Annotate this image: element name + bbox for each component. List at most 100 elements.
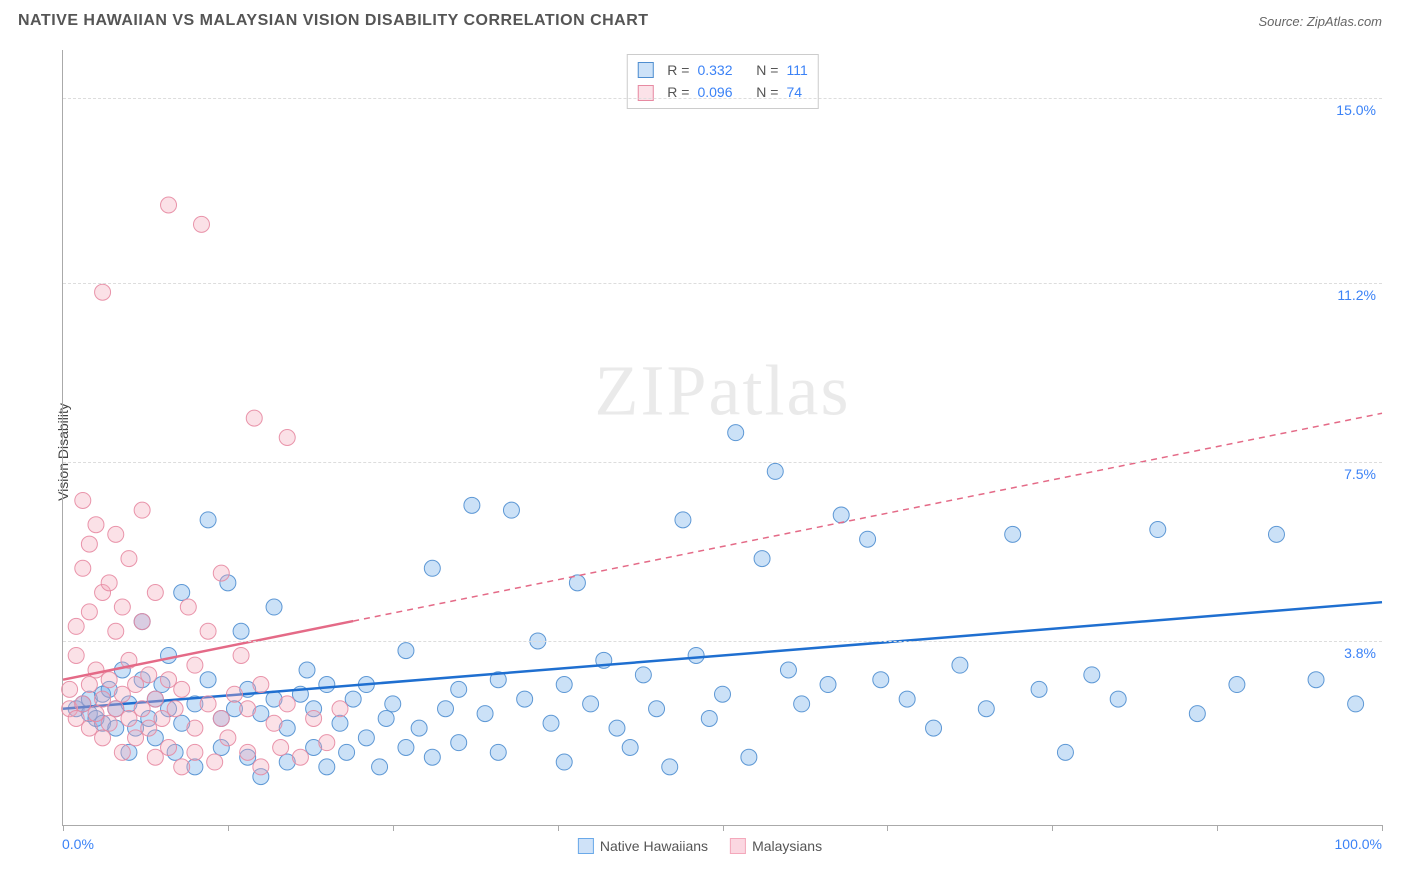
data-point [273, 740, 289, 756]
data-point [926, 720, 942, 736]
data-point [101, 672, 117, 688]
data-point [253, 677, 269, 693]
data-point [411, 720, 427, 736]
data-point [1229, 677, 1245, 693]
data-point [161, 197, 177, 213]
data-point [68, 710, 84, 726]
data-point [780, 662, 796, 678]
data-point [108, 701, 124, 717]
data-point [556, 754, 572, 770]
data-point [767, 463, 783, 479]
data-point [715, 686, 731, 702]
legend-item: Native Hawaiians [578, 838, 708, 854]
data-point [1084, 667, 1100, 683]
x-tick [1052, 825, 1053, 831]
chart-area: Vision Disability ZIPatlas R = 0.332 N =… [18, 50, 1382, 854]
data-point [161, 740, 177, 756]
x-min-label: 0.0% [62, 836, 94, 852]
x-tick [887, 825, 888, 831]
data-point [358, 730, 374, 746]
data-point [1110, 691, 1126, 707]
data-point [121, 551, 137, 567]
data-point [187, 720, 203, 736]
source-label: Source: ZipAtlas.com [1258, 14, 1382, 29]
data-point [253, 759, 269, 775]
data-point [635, 667, 651, 683]
data-point [279, 696, 295, 712]
data-point [1005, 526, 1021, 542]
data-point [820, 677, 836, 693]
x-tick [1217, 825, 1218, 831]
data-point [319, 677, 335, 693]
data-point [292, 749, 308, 765]
x-tick [393, 825, 394, 831]
data-point [438, 701, 454, 717]
data-point [490, 744, 506, 760]
data-point [424, 560, 440, 576]
y-tick-label: 7.5% [1344, 466, 1376, 482]
data-point [246, 410, 262, 426]
data-point [154, 710, 170, 726]
data-point [1348, 696, 1364, 712]
data-point [114, 686, 130, 702]
data-point [701, 710, 717, 726]
data-point [451, 681, 467, 697]
data-point [675, 512, 691, 528]
data-point [464, 497, 480, 513]
data-point [88, 706, 104, 722]
data-point [220, 730, 236, 746]
data-point [88, 517, 104, 533]
data-point [978, 701, 994, 717]
data-point [233, 623, 249, 639]
data-point [167, 701, 183, 717]
chart-title: NATIVE HAWAIIAN VS MALAYSIAN VISION DISA… [18, 12, 649, 30]
data-point [688, 647, 704, 663]
data-point [240, 701, 256, 717]
data-point [477, 706, 493, 722]
data-point [299, 662, 315, 678]
data-point [583, 696, 599, 712]
data-point [306, 710, 322, 726]
data-point [180, 599, 196, 615]
data-point [424, 749, 440, 765]
data-point [319, 735, 335, 751]
data-point [233, 647, 249, 663]
data-point [279, 430, 295, 446]
data-point [174, 681, 190, 697]
x-tick [558, 825, 559, 831]
plot-svg [63, 50, 1382, 825]
gridline [63, 641, 1382, 642]
data-point [398, 740, 414, 756]
legend-item: Malaysians [730, 838, 822, 854]
data-point [385, 696, 401, 712]
data-point [95, 691, 111, 707]
data-point [193, 216, 209, 232]
series-legend: Native Hawaiians Malaysians [578, 838, 822, 854]
data-point [81, 720, 97, 736]
data-point [517, 691, 533, 707]
data-point [174, 585, 190, 601]
legend-swatch [578, 838, 594, 854]
data-point [543, 715, 559, 731]
data-point [200, 512, 216, 528]
data-point [1308, 672, 1324, 688]
data-point [1057, 744, 1073, 760]
data-point [200, 672, 216, 688]
x-tick [228, 825, 229, 831]
data-point [81, 536, 97, 552]
data-point [95, 284, 111, 300]
data-point [226, 686, 242, 702]
data-point [860, 531, 876, 547]
y-tick-label: 3.8% [1344, 645, 1376, 661]
data-point [134, 502, 150, 518]
legend-swatch [730, 838, 746, 854]
data-point [147, 585, 163, 601]
data-point [1189, 706, 1205, 722]
data-point [266, 599, 282, 615]
data-point [833, 507, 849, 523]
scatter-plot: ZIPatlas R = 0.332 N = 111 R = 0.096 N =… [62, 50, 1382, 826]
data-point [128, 677, 144, 693]
data-point [114, 744, 130, 760]
data-point [207, 754, 223, 770]
data-point [75, 492, 91, 508]
